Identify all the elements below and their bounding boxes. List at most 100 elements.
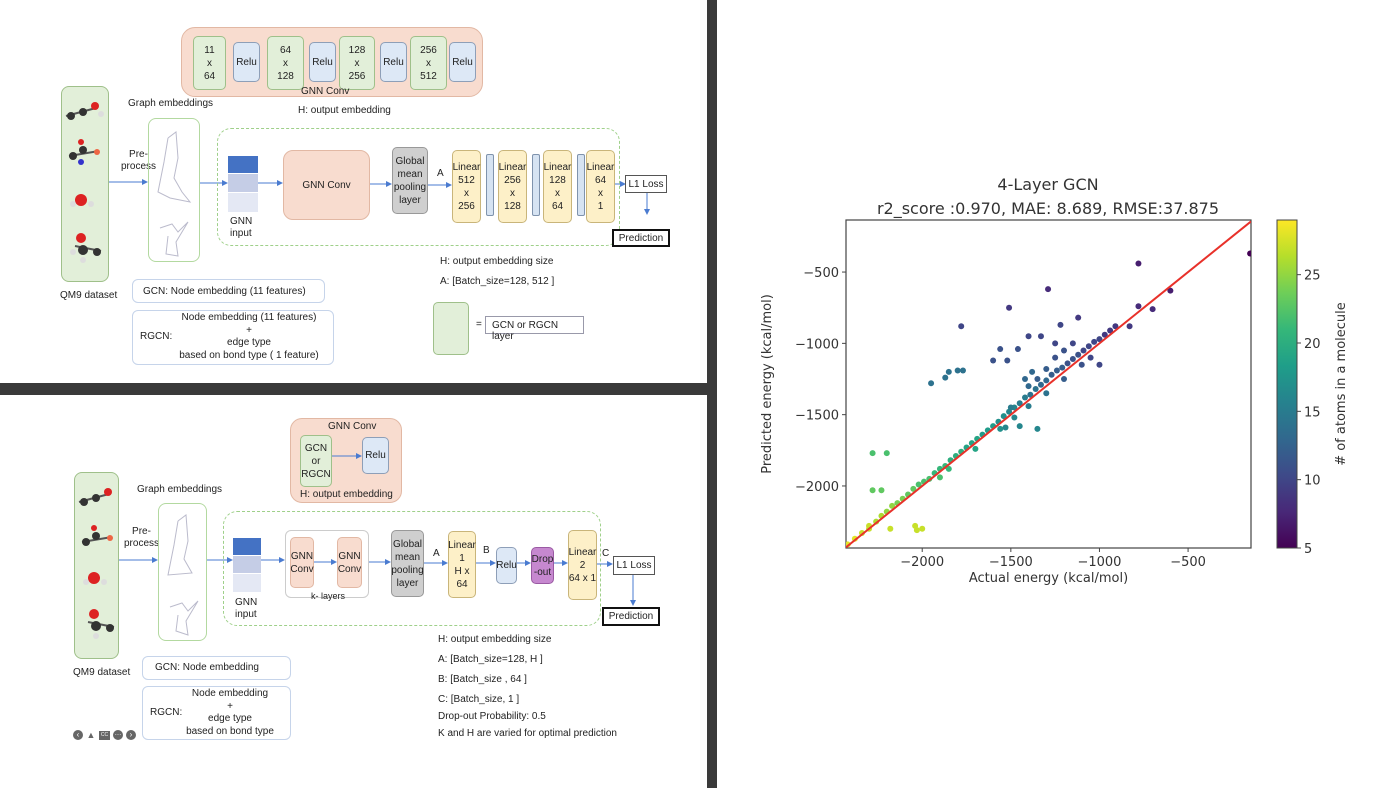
h-output-embedding: H: output embedding [298, 105, 391, 116]
rgcn-line: + [246, 324, 252, 336]
data-point [1027, 391, 1034, 398]
gnn-input-label: GNN input [235, 597, 257, 621]
data-point [1043, 390, 1050, 397]
x-tick-label: −500 [1170, 555, 1206, 570]
data-point [1043, 377, 1050, 384]
dim-line: x [426, 57, 431, 69]
preprocess-line: process [124, 538, 160, 549]
l1-loss-box: L1 Loss [625, 175, 667, 193]
rgcn-desc: Node embedding + edge type based on bond ty… [175, 688, 285, 738]
data-point [1006, 304, 1013, 311]
dim-line: 64 [279, 44, 292, 56]
chart-subtitle: r2_score :0.970, MAE: 8.689, RMSE:37.875 [877, 199, 1219, 219]
block-line: GCN [304, 442, 328, 454]
data-point [1029, 368, 1036, 375]
data-point [913, 527, 920, 534]
k-layers-box [285, 530, 369, 598]
y-tick-label: −500 [803, 266, 839, 281]
data-point [959, 367, 966, 374]
block-line: 256 [504, 174, 521, 186]
relu-block: Relu [362, 437, 389, 474]
graph-embeddings-box [158, 503, 207, 641]
data-point [1075, 351, 1082, 358]
graph-embeddings-label: Graph embeddings [137, 484, 223, 495]
pooling-line: layer [399, 194, 421, 206]
gnn-input-line: input [230, 228, 252, 239]
gnn-conv-block: GNN Conv [283, 150, 370, 220]
data-point [1043, 366, 1050, 373]
data-point [1069, 356, 1076, 363]
pencil-icon[interactable]: ▲ [86, 730, 96, 740]
dropout-block: Drop -out [531, 547, 554, 584]
data-point [1149, 306, 1156, 313]
data-point [919, 525, 926, 532]
block-line: 512 [458, 174, 475, 186]
gnn-input-matrix [233, 538, 261, 592]
data-point [1101, 331, 1108, 338]
prediction-box: Prediction [602, 607, 660, 626]
data-point [915, 481, 922, 488]
x-axis-label: Actual energy (kcal/mol) [969, 571, 1128, 586]
data-point [928, 380, 935, 387]
dim-line: 11 [204, 44, 215, 56]
gcn-layer-block: 128 x 256 [339, 36, 375, 90]
data-point [1112, 323, 1119, 330]
gnn-conv-block: GNN Conv [337, 537, 362, 588]
captions-icon[interactable]: CC [99, 731, 110, 740]
y-tick-label: −1500 [795, 409, 839, 424]
colorbar-tick-label: 15 [1304, 405, 1321, 420]
next-icon[interactable]: › [126, 730, 136, 740]
legend-swatch [433, 302, 469, 355]
relu-block: Relu [496, 547, 517, 584]
data-point [1085, 343, 1092, 350]
dim-line: 128 [277, 70, 294, 82]
note-line: C: [Batch_size, 1 ] [438, 694, 520, 705]
data-point [954, 367, 961, 374]
data-point [1059, 364, 1066, 371]
y-tick-label: −1000 [795, 337, 839, 352]
pooling-line: pooling [391, 564, 424, 576]
dim-line: x [354, 57, 360, 69]
pooling-line: mean [397, 168, 423, 180]
data-point [869, 450, 876, 457]
more-icon[interactable]: … [113, 730, 123, 740]
note-line: A: [Batch_size=128, 512 ] [440, 276, 555, 287]
data-point [1107, 327, 1114, 334]
separator-bar [532, 154, 540, 216]
graph-sketch [157, 131, 192, 257]
gnn-input-line: GNN [235, 597, 258, 608]
block-line: x [464, 187, 469, 199]
preprocess-line: Pre- [129, 149, 148, 160]
block-line: x [555, 187, 560, 199]
pooling-line: Global [393, 538, 422, 550]
h-output-embedding: H: output embedding [300, 489, 393, 500]
block-line: Linear [586, 161, 615, 173]
preprocess-line: Pre- [132, 526, 151, 537]
block-line: GNN [338, 550, 361, 562]
a-label: A [433, 548, 440, 559]
y-tick-label: −2000 [795, 480, 839, 495]
block-line: 64 [551, 200, 564, 212]
preprocess-line: process [121, 161, 157, 172]
previous-icon[interactable]: ‹ [73, 730, 83, 740]
global-mean-pooling-layer: Global mean pooling layer [391, 530, 424, 597]
block-line: Conv [290, 563, 314, 575]
block-line: GNN [290, 550, 314, 562]
relu-block: Relu [233, 42, 260, 82]
linear-1-block: Linear 1 H x 64 [448, 531, 476, 598]
rgcn-desc: Node embedding (11 features) + edge type ba… [174, 312, 324, 362]
data-point [1048, 371, 1055, 378]
data-point [869, 487, 876, 494]
data-point [889, 502, 896, 509]
data-point [1078, 361, 1085, 368]
data-point [887, 525, 894, 532]
data-point [1135, 260, 1142, 267]
note-line: Drop-out Probability: 0.5 [438, 711, 546, 722]
rgcn-label: RGCN: [150, 707, 183, 718]
slide-controls: ‹ ▲ CC … › [73, 730, 136, 740]
data-point [958, 323, 965, 330]
linear-block: Linear 128 x 64 [543, 150, 572, 223]
data-point [1037, 333, 1044, 340]
data-point [1014, 346, 1021, 353]
colorbar-tick-label: 20 [1304, 337, 1321, 352]
